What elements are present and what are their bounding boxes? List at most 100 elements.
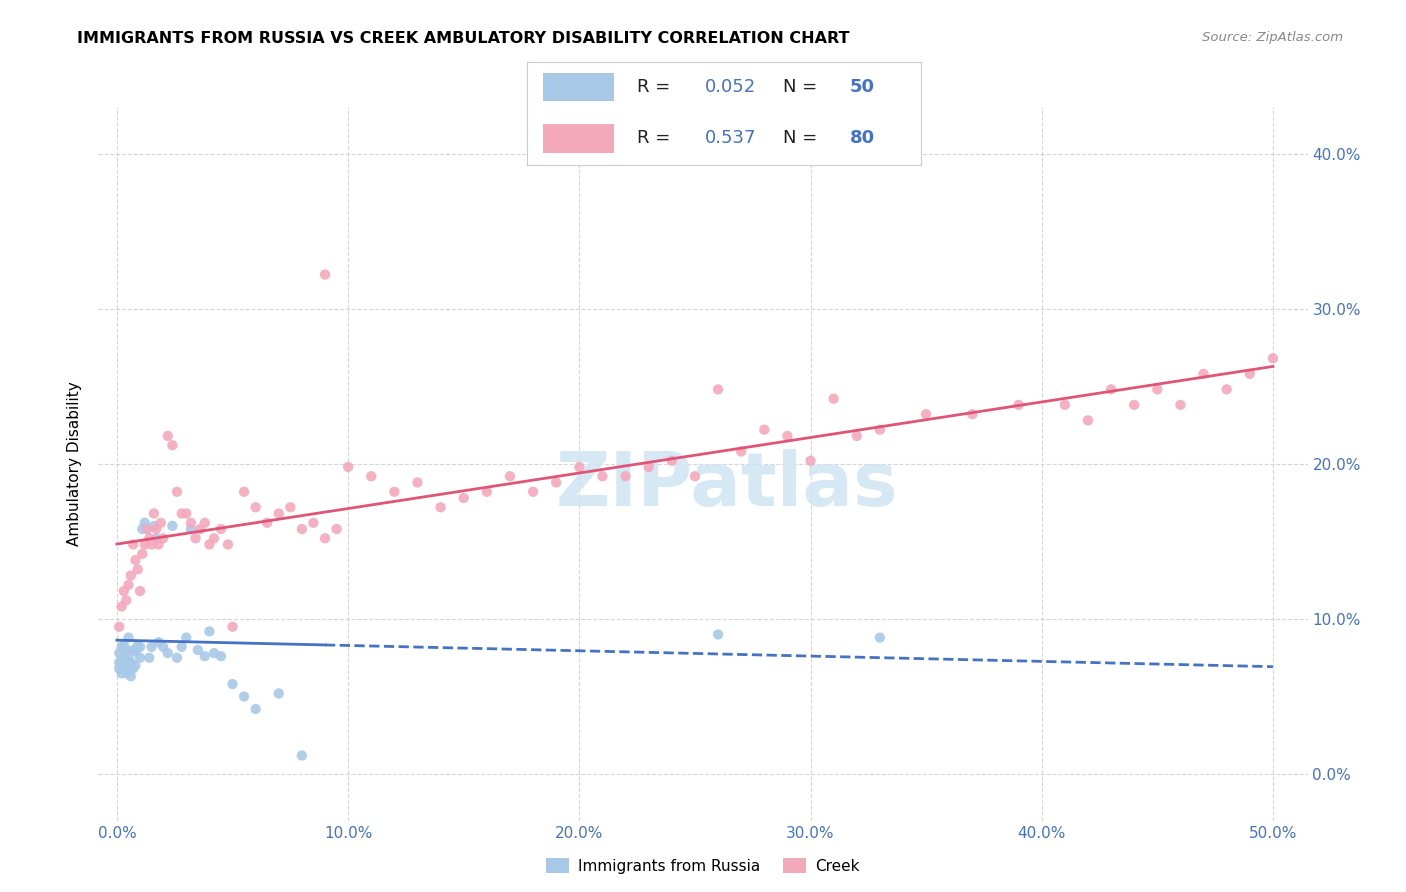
Point xyxy=(267,507,290,521)
Point xyxy=(145,531,167,545)
Point xyxy=(278,500,301,515)
Point xyxy=(823,392,845,406)
Point xyxy=(194,516,217,530)
Point xyxy=(245,702,267,716)
Point xyxy=(291,748,314,763)
Point xyxy=(120,568,142,582)
Point xyxy=(136,522,159,536)
Point xyxy=(112,649,135,664)
Point xyxy=(429,500,451,515)
Point xyxy=(141,640,163,654)
Point xyxy=(614,469,637,483)
Text: IMMIGRANTS FROM RUSSIA VS CREEK AMBULATORY DISABILITY CORRELATION CHART: IMMIGRANTS FROM RUSSIA VS CREEK AMBULATO… xyxy=(77,31,849,46)
Point xyxy=(217,537,239,551)
Point xyxy=(754,423,776,437)
Point xyxy=(180,522,202,536)
Point xyxy=(152,640,174,654)
Point xyxy=(1239,367,1261,381)
Point xyxy=(209,649,232,664)
Point xyxy=(112,584,135,599)
Point xyxy=(1170,398,1192,412)
Point xyxy=(1146,383,1168,397)
Point xyxy=(142,519,165,533)
Point xyxy=(108,656,131,670)
Point xyxy=(869,631,891,645)
Point xyxy=(591,469,613,483)
Point xyxy=(108,662,131,676)
Point xyxy=(127,638,149,652)
Point xyxy=(124,658,146,673)
Point xyxy=(499,469,522,483)
Point xyxy=(174,631,197,645)
Point xyxy=(129,640,152,654)
Point xyxy=(141,537,163,551)
Point xyxy=(166,650,188,665)
Point xyxy=(152,531,174,545)
Point xyxy=(129,584,152,599)
Point xyxy=(453,491,475,505)
Point xyxy=(1215,383,1237,397)
Point xyxy=(122,537,145,551)
Text: 0.052: 0.052 xyxy=(704,78,755,96)
Point xyxy=(117,578,139,592)
Point xyxy=(142,507,165,521)
Point xyxy=(291,522,314,536)
Point xyxy=(683,469,706,483)
Point xyxy=(149,516,172,530)
Point xyxy=(314,531,336,545)
Point xyxy=(776,429,799,443)
Point xyxy=(522,484,544,499)
Point xyxy=(707,383,730,397)
Point xyxy=(110,599,132,614)
Text: N =: N = xyxy=(783,78,823,96)
Point xyxy=(180,516,202,530)
Point xyxy=(129,650,152,665)
Point xyxy=(1261,351,1284,366)
Point xyxy=(256,516,278,530)
Point xyxy=(406,475,429,490)
Point xyxy=(110,640,132,654)
Point xyxy=(302,516,325,530)
Point xyxy=(799,454,821,468)
Point xyxy=(475,484,498,499)
Point xyxy=(148,537,170,551)
Y-axis label: Ambulatory Disability: Ambulatory Disability xyxy=(67,382,83,546)
Point xyxy=(233,690,256,704)
Point xyxy=(267,686,290,700)
Point xyxy=(162,438,184,452)
Point xyxy=(162,519,184,533)
Point xyxy=(120,656,142,670)
Point xyxy=(174,507,197,521)
Point xyxy=(637,459,659,474)
Point xyxy=(202,531,225,545)
Point xyxy=(202,646,225,660)
Point xyxy=(1099,383,1122,397)
Point xyxy=(117,631,139,645)
Point xyxy=(707,627,730,641)
Point xyxy=(194,649,217,664)
Text: N =: N = xyxy=(783,129,823,147)
Point xyxy=(122,643,145,657)
Point xyxy=(131,547,153,561)
Point xyxy=(382,484,405,499)
Point xyxy=(134,537,156,551)
Point xyxy=(108,646,131,660)
Point xyxy=(134,516,156,530)
Point xyxy=(127,562,149,576)
Point xyxy=(117,662,139,676)
Text: 50: 50 xyxy=(851,78,875,96)
Point xyxy=(188,522,211,536)
Point xyxy=(184,531,207,545)
Point xyxy=(138,531,160,545)
Point xyxy=(110,666,132,681)
Point xyxy=(115,666,138,681)
Point xyxy=(198,624,221,639)
Text: Source: ZipAtlas.com: Source: ZipAtlas.com xyxy=(1202,31,1343,45)
Point xyxy=(1007,398,1029,412)
Point xyxy=(156,646,179,660)
Text: R =: R = xyxy=(637,78,676,96)
Point xyxy=(120,669,142,683)
Point xyxy=(138,650,160,665)
Point xyxy=(568,459,591,474)
Text: R =: R = xyxy=(637,129,676,147)
